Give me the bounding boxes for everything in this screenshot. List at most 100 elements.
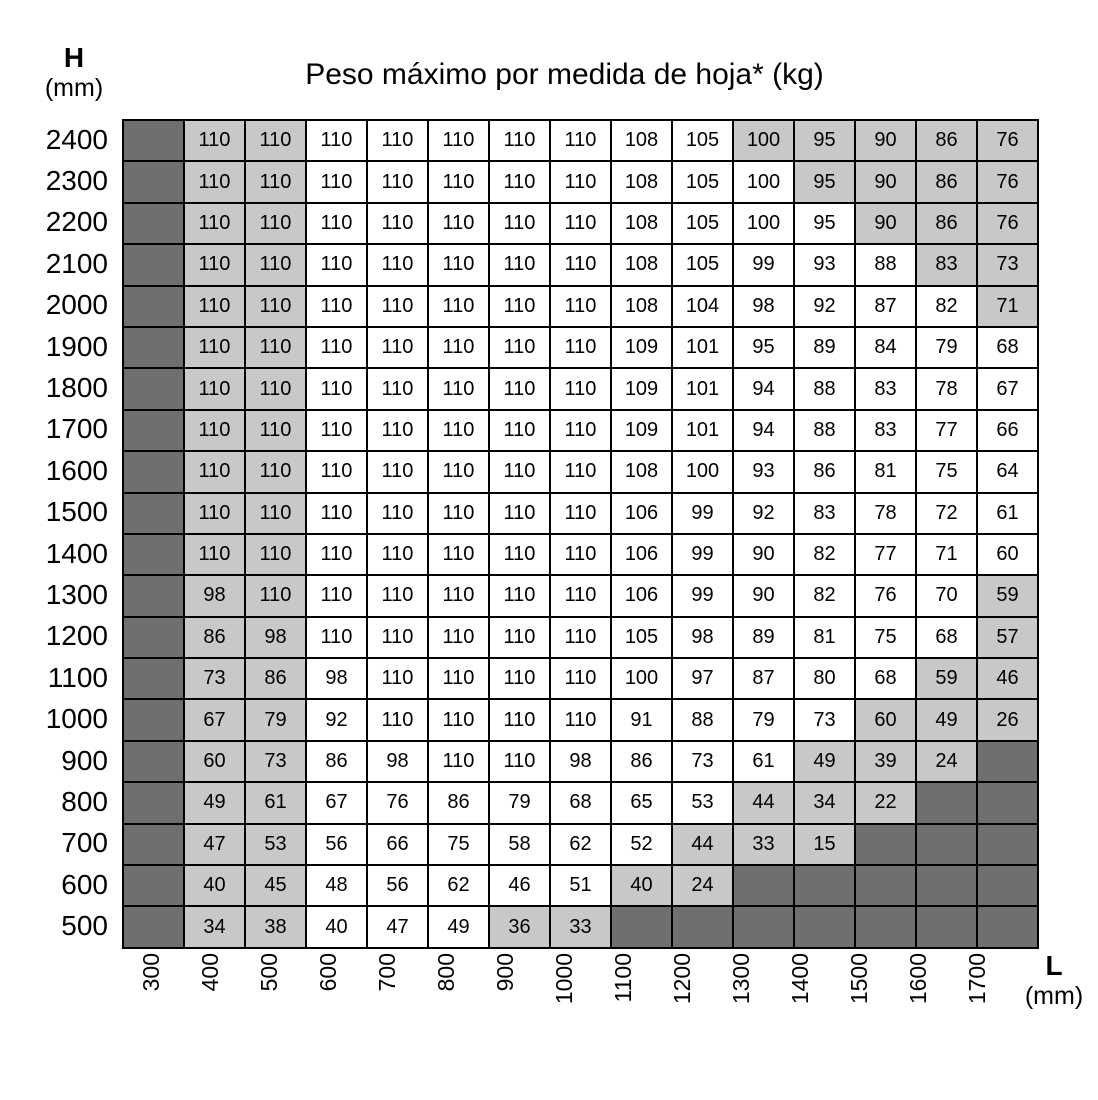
- weight-cell: 110: [427, 657, 490, 701]
- weight-cell: 110: [488, 491, 551, 535]
- weight-cell: 105: [610, 615, 673, 660]
- weight-cell: 24: [671, 864, 734, 908]
- weight-cell: 108: [610, 201, 673, 246]
- weight-cell: 110: [488, 160, 551, 204]
- weight-cell: 108: [610, 450, 673, 494]
- empty-cell: [122, 160, 185, 204]
- weight-cell: 46: [976, 657, 1039, 701]
- weight-cell: 110: [366, 615, 429, 660]
- weight-cell: 110: [549, 532, 612, 577]
- weight-cell: 86: [793, 450, 856, 494]
- l-axis-tick-box: 400: [181, 953, 240, 1039]
- weight-cell: 110: [366, 160, 429, 204]
- weight-cell: 76: [366, 781, 429, 825]
- table-row: 86 98 110 110 110 110 110 105 98 89 81 75 68 57: [122, 615, 1039, 660]
- weight-cell: 94: [732, 367, 795, 411]
- weight-cell: 106: [610, 532, 673, 577]
- weight-cell: 110: [244, 532, 307, 577]
- weight-cell: 67: [183, 698, 246, 742]
- weight-cell: 22: [854, 781, 917, 825]
- h-axis-tick: 2400: [45, 123, 108, 155]
- weight-cell: 110: [488, 367, 551, 411]
- weight-cell: 88: [793, 367, 856, 411]
- weight-cell: 78: [854, 491, 917, 535]
- h-axis-tick: 1500: [45, 496, 108, 528]
- weight-cell: 78: [915, 367, 978, 411]
- weight-cell: 110: [549, 284, 612, 328]
- weight-cell: 86: [915, 201, 978, 246]
- weight-cell: 110: [427, 118, 490, 163]
- weight-cell: 86: [183, 615, 246, 660]
- l-axis-tick-box: 1600: [889, 953, 948, 1039]
- empty-cell: [732, 905, 795, 949]
- weight-cell: 88: [671, 698, 734, 742]
- l-axis-tick-box: 1000: [535, 953, 594, 1039]
- weight-cell: 62: [549, 822, 612, 867]
- l-axis-tick: 400: [197, 953, 223, 992]
- empty-cell: [793, 864, 856, 908]
- l-axis-tick: 1000: [551, 953, 577, 1005]
- empty-cell: [915, 905, 978, 949]
- weight-cell: 87: [854, 284, 917, 328]
- empty-cell: [976, 781, 1039, 825]
- weight-cell: 73: [793, 698, 856, 742]
- weight-cell: 87: [732, 657, 795, 701]
- weight-cell: 36: [488, 905, 551, 949]
- weight-cell: 110: [549, 118, 612, 163]
- weight-cell: 110: [244, 408, 307, 453]
- table-row: 110 110 110 110 110 110 110 108 105 100 95 90 86 76: [122, 201, 1039, 246]
- weight-cell: 98: [305, 657, 368, 701]
- empty-cell: [122, 615, 185, 660]
- weight-cell: 100: [732, 118, 795, 163]
- h-axis-title: H (mm): [28, 42, 120, 103]
- weight-cell: 110: [427, 284, 490, 328]
- weight-cell: 56: [305, 822, 368, 867]
- weight-cell: 110: [549, 574, 612, 618]
- weight-cell: 66: [366, 822, 429, 867]
- weight-cell: 49: [427, 905, 490, 949]
- weight-cell: 73: [976, 243, 1039, 287]
- empty-cell: [915, 864, 978, 908]
- weight-cell: 110: [427, 698, 490, 742]
- weight-cell: 105: [671, 160, 734, 204]
- weight-cell: 110: [366, 201, 429, 246]
- weight-cell: 110: [305, 450, 368, 494]
- weight-cell: 110: [305, 201, 368, 246]
- weight-cell: 110: [244, 118, 307, 163]
- empty-cell: [854, 822, 917, 867]
- weight-cell: 108: [610, 160, 673, 204]
- h-axis-tick: 900: [61, 744, 108, 776]
- weight-cell: 64: [976, 450, 1039, 494]
- weight-cell: 110: [183, 450, 246, 494]
- weight-cell: 58: [488, 822, 551, 867]
- weight-cell: 109: [610, 367, 673, 411]
- l-axis-tick-box: 1100: [594, 953, 653, 1039]
- weight-cell: 72: [915, 491, 978, 535]
- weight-cell: 110: [488, 450, 551, 494]
- weight-cell: 76: [976, 201, 1039, 246]
- l-axis-tick: 1600: [905, 953, 931, 1005]
- weight-cell: 108: [610, 284, 673, 328]
- weight-cell: 38: [244, 905, 307, 949]
- empty-cell: [122, 367, 185, 411]
- table-row: 73 86 98 110 110 110 110 100 97 87 80 68 59 46: [122, 657, 1039, 701]
- weight-cell: 110: [549, 201, 612, 246]
- weight-cell: 68: [549, 781, 612, 825]
- h-axis-tick: 1700: [45, 413, 108, 445]
- weight-cell: 110: [244, 574, 307, 618]
- weight-cell: 86: [244, 657, 307, 701]
- weight-cell: 53: [671, 781, 734, 825]
- weight-cell: 81: [793, 615, 856, 660]
- weight-cell: 110: [427, 201, 490, 246]
- weight-cell: 110: [244, 450, 307, 494]
- weight-cell: 110: [366, 450, 429, 494]
- weight-cell: 110: [427, 367, 490, 411]
- weight-cell: 86: [610, 739, 673, 784]
- weight-cell: 110: [183, 367, 246, 411]
- weight-cell: 110: [488, 408, 551, 453]
- l-axis-tick: 900: [492, 953, 518, 992]
- weight-cell: 71: [976, 284, 1039, 328]
- l-axis-tick-box: 1200: [653, 953, 712, 1039]
- empty-cell: [122, 325, 185, 370]
- weight-cell: 88: [854, 243, 917, 287]
